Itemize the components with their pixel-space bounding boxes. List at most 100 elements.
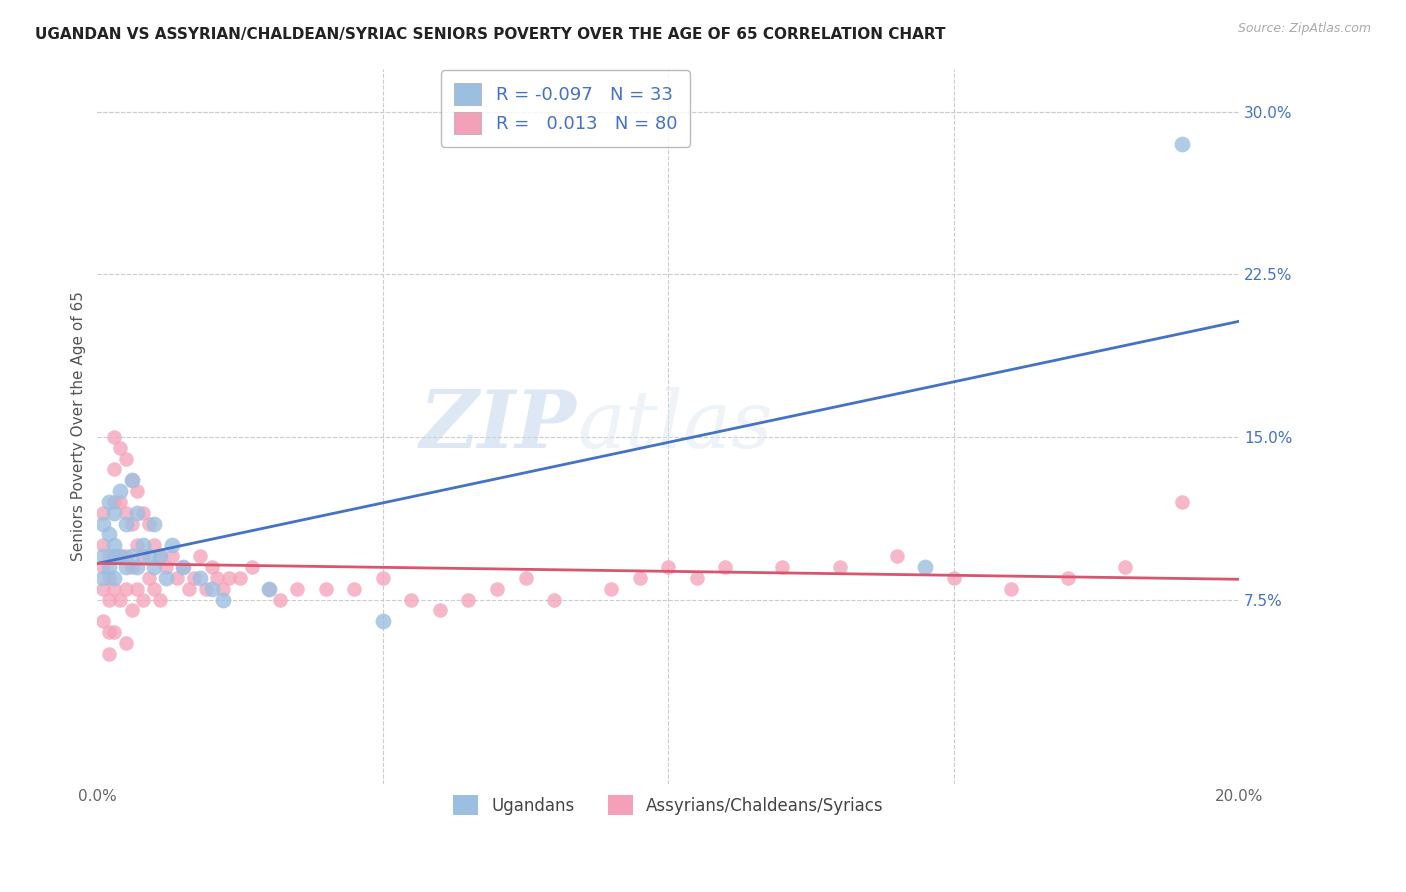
Point bbox=[115, 451, 138, 466]
Point bbox=[127, 560, 149, 574]
Point bbox=[177, 582, 200, 596]
Point bbox=[457, 592, 479, 607]
Point bbox=[240, 560, 263, 574]
Point bbox=[200, 582, 222, 596]
Point bbox=[138, 549, 160, 564]
Point bbox=[155, 571, 177, 585]
Point bbox=[91, 538, 114, 552]
Point bbox=[343, 582, 366, 596]
Point bbox=[121, 560, 143, 574]
Point bbox=[188, 571, 211, 585]
Point bbox=[485, 582, 508, 596]
Point bbox=[143, 538, 166, 552]
Point bbox=[207, 571, 229, 585]
Point bbox=[97, 592, 120, 607]
Point bbox=[200, 560, 222, 574]
Point bbox=[121, 473, 143, 487]
Point bbox=[108, 549, 131, 564]
Point bbox=[103, 625, 125, 640]
Point bbox=[143, 582, 166, 596]
Point bbox=[172, 560, 194, 574]
Point bbox=[143, 560, 166, 574]
Point bbox=[1057, 571, 1080, 585]
Point bbox=[942, 571, 965, 585]
Point bbox=[183, 571, 205, 585]
Point bbox=[212, 582, 235, 596]
Point bbox=[371, 571, 394, 585]
Point bbox=[138, 571, 160, 585]
Point bbox=[103, 582, 125, 596]
Point bbox=[657, 560, 679, 574]
Point bbox=[91, 571, 114, 585]
Legend: Ugandans, Assyrians/Chaldeans/Syriacs: Ugandans, Assyrians/Chaldeans/Syriacs bbox=[443, 785, 894, 825]
Point bbox=[886, 549, 908, 564]
Point bbox=[97, 625, 120, 640]
Point bbox=[371, 614, 394, 628]
Point bbox=[127, 484, 149, 499]
Text: ZIP: ZIP bbox=[420, 387, 576, 465]
Point bbox=[914, 560, 936, 574]
Point bbox=[115, 549, 138, 564]
Point bbox=[115, 506, 138, 520]
Point bbox=[132, 506, 155, 520]
Text: atlas: atlas bbox=[576, 387, 772, 465]
Point bbox=[97, 549, 120, 564]
Point bbox=[91, 506, 114, 520]
Point bbox=[91, 549, 114, 564]
Point bbox=[91, 560, 114, 574]
Point bbox=[172, 560, 194, 574]
Point bbox=[91, 614, 114, 628]
Point bbox=[218, 571, 240, 585]
Point bbox=[108, 484, 131, 499]
Text: Source: ZipAtlas.com: Source: ZipAtlas.com bbox=[1237, 22, 1371, 36]
Point bbox=[103, 549, 125, 564]
Point bbox=[108, 592, 131, 607]
Point bbox=[628, 571, 651, 585]
Point bbox=[108, 441, 131, 455]
Point bbox=[132, 592, 155, 607]
Point bbox=[108, 549, 131, 564]
Point bbox=[103, 462, 125, 476]
Point bbox=[97, 527, 120, 541]
Point bbox=[149, 549, 172, 564]
Y-axis label: Seniors Poverty Over the Age of 65: Seniors Poverty Over the Age of 65 bbox=[72, 291, 86, 561]
Point bbox=[600, 582, 623, 596]
Point bbox=[1171, 137, 1194, 152]
Point bbox=[194, 582, 217, 596]
Point bbox=[97, 571, 120, 585]
Point bbox=[429, 603, 451, 617]
Point bbox=[229, 571, 252, 585]
Text: UGANDAN VS ASSYRIAN/CHALDEAN/SYRIAC SENIORS POVERTY OVER THE AGE OF 65 CORRELATI: UGANDAN VS ASSYRIAN/CHALDEAN/SYRIAC SENI… bbox=[35, 27, 946, 42]
Point bbox=[108, 495, 131, 509]
Point bbox=[257, 582, 280, 596]
Point bbox=[127, 582, 149, 596]
Point bbox=[97, 560, 120, 574]
Point bbox=[127, 506, 149, 520]
Point bbox=[121, 549, 143, 564]
Point bbox=[103, 571, 125, 585]
Point bbox=[155, 560, 177, 574]
Point bbox=[103, 506, 125, 520]
Point bbox=[166, 571, 188, 585]
Point bbox=[97, 647, 120, 661]
Point bbox=[143, 516, 166, 531]
Point bbox=[1114, 560, 1136, 574]
Point bbox=[103, 495, 125, 509]
Point bbox=[115, 560, 138, 574]
Point bbox=[212, 592, 235, 607]
Point bbox=[149, 549, 172, 564]
Point bbox=[160, 538, 183, 552]
Point bbox=[772, 560, 794, 574]
Point bbox=[127, 538, 149, 552]
Point bbox=[121, 603, 143, 617]
Point bbox=[103, 430, 125, 444]
Point bbox=[543, 592, 565, 607]
Point bbox=[1000, 582, 1022, 596]
Point bbox=[285, 582, 308, 596]
Point bbox=[103, 538, 125, 552]
Point bbox=[257, 582, 280, 596]
Point bbox=[188, 549, 211, 564]
Point bbox=[138, 516, 160, 531]
Point bbox=[401, 592, 423, 607]
Point bbox=[97, 495, 120, 509]
